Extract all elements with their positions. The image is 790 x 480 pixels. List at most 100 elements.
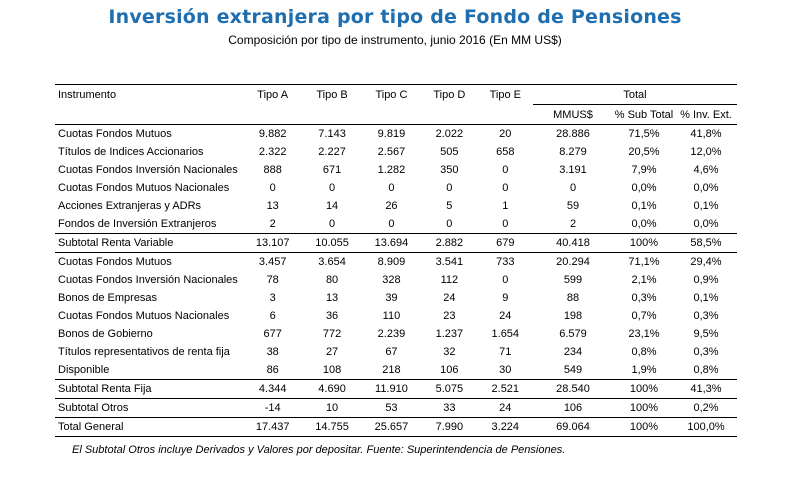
cell-value: 1.282 [377,164,406,176]
cell-value: 4.690 [302,379,362,399]
cell-value: 2.322 [258,146,287,158]
cell-value: 17.437 [243,417,303,437]
table-row: Bonos de Empresas 3 13 39 24 9 88 0,3% 0,1% [55,289,737,307]
header-row-2: MMUS$ % Sub Total % Inv. Ext. [55,104,737,125]
header-tipo-c: Tipo C [375,88,408,101]
header-tipo-b: Tipo B [316,88,348,101]
cell-value: 86 [266,364,279,376]
cell-value: 671 [322,164,342,176]
table-row: Cuotas Fondos Mutuos 3.457 3.654 8.909 3.541… [55,252,737,271]
header-instrumento: Instrumento [58,88,117,101]
cell-value: 100% [613,417,675,437]
page-title: Inversión extranjera por tipo de Fondo d… [108,6,682,28]
cell-value: 12,0% [690,146,722,158]
cell-value: 679 [477,233,533,253]
row-label: Cuotas Fondos Mutuos [58,128,172,140]
cell-value: 198 [563,310,583,322]
cell-value: 80 [325,274,339,286]
cell-value: 0 [502,218,509,230]
row-label: Fondos de Inversión Extranjeros [58,218,217,230]
table-row: Cuotas Fondos Mutuos Nacionales 6 36 110 23 2… [55,307,737,325]
row-label: Títulos representativos de renta fija [58,346,230,358]
cell-value: 7.143 [318,128,346,140]
cell-value: 30 [499,364,512,376]
cell-value: 39 [385,292,398,304]
cell-value: 3.457 [243,252,303,271]
cell-value: 1.237 [435,328,464,340]
cell-value: 7.990 [421,417,478,437]
cell-value: 5 [446,200,453,212]
cell-value: 14 [325,200,339,212]
cell-value: 2.567 [377,146,406,158]
cell-value: 0,7% [631,310,657,322]
cell-value: 2.227 [318,146,346,158]
cell-value: 36 [325,310,339,322]
cell-value: 772 [322,328,342,340]
cell-value: 0 [502,182,509,194]
row-label: Disponible [58,364,110,376]
cell-value: 0,9% [693,274,719,286]
cell-value: 14.755 [302,417,362,437]
cell-value: 2.239 [377,328,406,340]
table-row: Bonos de Gobierno 677 772 2.239 1.237 1.654 6.… [55,325,737,343]
cell-value: 0,0% [693,218,719,230]
cell-value: 2.022 [435,128,464,140]
cell-value: 32 [443,346,456,358]
cell-value: 13.694 [361,233,422,253]
cell-value: 24 [443,292,456,304]
cell-value: 25.657 [361,417,422,437]
cell-value: 71 [499,346,512,358]
cell-value: -14 [243,398,303,418]
cell-value: 0,0% [631,182,657,194]
cell-value: 8.279 [559,146,587,158]
cell-value: 20 [499,128,512,140]
cell-value: 0 [388,182,395,194]
table-row: Títulos representativos de renta fija 38 2… [55,343,737,361]
cell-value: 26 [385,200,398,212]
cell-value: 100% [613,233,675,253]
cell-value: 888 [263,164,282,176]
cell-value: 108 [322,364,342,376]
cell-value: 0 [502,164,509,176]
cell-value: 4.344 [243,379,303,399]
cell-value: 24 [477,398,533,418]
cell-value: 2,1% [631,274,657,286]
cell-value: 234 [563,346,583,358]
cell-value: 10 [302,398,362,418]
cell-value: 27 [325,346,339,358]
cell-value: 58,5% [675,233,737,253]
cell-value: 0 [569,182,577,194]
cell-value: 20.294 [533,252,613,271]
cell-value: 3.191 [559,164,587,176]
cell-value: 59 [566,200,580,212]
cell-value: 0,0% [631,218,657,230]
cell-value: 23 [443,310,456,322]
cell-value: 106 [440,364,459,376]
cell-value: 599 [563,274,583,286]
cell-value: 0 [329,218,336,230]
cell-value: 0,0% [693,182,719,194]
cell-value: 13 [325,292,339,304]
cell-value: 29,4% [675,252,737,271]
table-row: Títulos de Indices Accionarios 2.322 2.227… [55,143,737,161]
row-label: Bonos de Empresas [58,292,158,304]
cell-value: 0 [329,182,336,194]
table-row: Fondos de Inversión Extranjeros 2 0 0 0 0 2 0,0… [55,215,737,234]
row-label: Subtotal Renta Variable [55,233,243,253]
cell-value: 0,3% [693,310,719,322]
cell-value: 328 [382,274,401,286]
header-pct-inv: % Inv. Ext. [675,104,737,125]
cell-value: 67 [385,346,398,358]
cell-value: 0,3% [631,292,657,304]
row-label: Subtotal Renta Fija [55,379,243,399]
cell-value: 1,9% [631,364,657,376]
table-row: Cuotas Fondos Mutuos 9.882 7.143 9.819 2.022… [55,125,737,144]
cell-value: 41,3% [675,379,737,399]
header-mmus: MMUS$ [533,104,613,125]
cell-value: 40.418 [533,233,613,253]
cell-value: 0,1% [693,200,719,212]
cell-value: 505 [440,146,459,158]
cell-value: 110 [382,310,401,322]
row-label: Bonos de Gobierno [58,328,153,340]
cell-value: 0 [502,274,509,286]
